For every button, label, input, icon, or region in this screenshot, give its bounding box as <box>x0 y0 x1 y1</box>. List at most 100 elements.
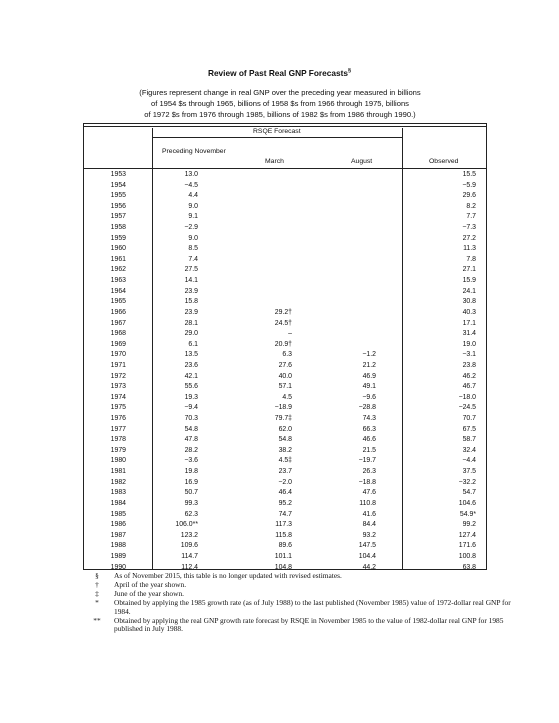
cell-observed: −4.4 <box>462 457 476 465</box>
cell-year: 1960 <box>110 245 126 253</box>
cell-observed: −5.9 <box>462 181 476 189</box>
cell-observed: 27.1 <box>462 266 476 274</box>
cell-preceding-november: −9.4 <box>184 404 198 412</box>
cell-march: 20.9† <box>274 340 292 348</box>
footnote-symbol: ** <box>93 615 101 625</box>
cell-observed: −7.3 <box>462 224 476 232</box>
footnote-text: Obtained by applying the 1985 growth rat… <box>114 597 511 616</box>
cell-observed: 40.3 <box>462 308 476 316</box>
footnote-text: As of November 2015, this table is no lo… <box>114 571 342 580</box>
cell-preceding-november: −2.9 <box>184 224 198 232</box>
cell-year: 1986 <box>110 521 126 529</box>
subtitle-line-2: of 1954 $s through 1965, billions of 195… <box>151 99 409 108</box>
cell-year: 1962 <box>110 266 126 274</box>
cell-preceding-november: 123.2 <box>180 531 198 539</box>
table-row: 1972 42.1 40.0 46.9 46.2 <box>0 373 559 384</box>
table-row: 1976 70.3 79.7‡ 74.3 70.7 <box>0 415 559 426</box>
cell-observed: −18.0 <box>458 393 476 401</box>
table-row: 1955 4.4 29.6 <box>0 192 559 203</box>
cell-year: 1984 <box>110 499 126 507</box>
cell-march: −2.0 <box>278 478 292 486</box>
cell-march: 38.2 <box>278 446 292 454</box>
table-row: 1988 109.6 89.6 147.5 171.6 <box>0 542 559 553</box>
cell-preceding-november: 8.5 <box>188 245 198 253</box>
table-row: 1980 −3.6 4.5‡ −19.7 −4.4 <box>0 457 559 468</box>
cell-preceding-november: 99.3 <box>184 499 198 507</box>
cell-year: 1988 <box>110 542 126 550</box>
cell-preceding-november: 28.1 <box>184 319 198 327</box>
cell-year: 1985 <box>110 510 126 518</box>
table-row: 1967 28.1 24.5† 17.1 <box>0 320 559 331</box>
cell-preceding-november: 13.0 <box>184 171 198 178</box>
cell-march: 54.8 <box>278 436 292 444</box>
cell-august: 46.9 <box>362 372 376 380</box>
cell-observed: 29.6 <box>462 192 476 200</box>
cell-august: 147.5 <box>358 542 376 550</box>
cell-year: 1974 <box>110 393 126 401</box>
table-row: 1956 9.0 8.2 <box>0 203 559 214</box>
footnote-symbol: * <box>95 597 99 607</box>
cell-observed: −3.1 <box>462 351 476 359</box>
cell-preceding-november: 28.2 <box>184 446 198 454</box>
cell-march: 104.8 <box>274 563 292 571</box>
cell-year: 1953 <box>110 171 126 178</box>
cell-year: 1983 <box>110 489 126 497</box>
footnote: § As of November 2015, this table is no l… <box>88 571 528 581</box>
cell-august: 44.2 <box>362 563 376 571</box>
cell-august: 49.1 <box>362 383 376 391</box>
table-row: 1981 19.8 23.7 26.3 37.5 <box>0 468 559 479</box>
cell-august: 74.3 <box>362 415 376 423</box>
table-row: 1985 62.3 74.7 41.6 54.9* <box>0 511 559 522</box>
cell-observed: 31.4 <box>462 330 476 338</box>
rsqe-column-group <box>152 128 403 570</box>
cell-august: 21.2 <box>362 361 376 369</box>
footnote-symbol: † <box>95 579 99 589</box>
cell-march: 89.6 <box>278 542 292 550</box>
footnote-text: June of the year shown. <box>114 588 184 598</box>
rsqe-header-rule <box>152 137 403 138</box>
table-row: 1959 9.0 27.2 <box>0 235 559 246</box>
header-rsqe-forecast: RSQE Forecast <box>253 128 301 135</box>
footnote: ** Obtained by applying the real GNP grow… <box>88 615 528 635</box>
cell-observed: 104.6 <box>458 499 476 507</box>
cell-march: 79.7‡ <box>274 415 292 423</box>
cell-observed: 8.2 <box>466 202 476 210</box>
cell-observed: 63.8 <box>462 563 476 571</box>
cell-observed: 11.3 <box>463 245 476 253</box>
cell-march: 4.5‡ <box>278 457 292 465</box>
footnote-symbol: § <box>95 571 99 580</box>
cell-august: −19.7 <box>358 457 376 465</box>
table-row: 1975 −9.4 −18.9 −28.8 −24.5 <box>0 404 559 415</box>
cell-march: 57.1 <box>278 383 292 391</box>
cell-year: 1980 <box>110 457 126 465</box>
cell-march: 46.4 <box>278 489 292 497</box>
cell-march: 4.5 <box>282 393 292 401</box>
cell-march: 40.0 <box>278 372 292 380</box>
cell-year: 1973 <box>110 383 126 391</box>
cell-observed: 99.2 <box>462 521 476 529</box>
cell-preceding-november: 23.9 <box>184 308 198 316</box>
cell-august: 110.8 <box>359 499 376 507</box>
cell-observed: 19.0 <box>462 340 476 348</box>
table-row: 1969 6.1 20.9† 19.0 <box>0 341 559 352</box>
cell-preceding-november: 106.0** <box>175 521 198 529</box>
cell-august: 93.2 <box>362 531 376 539</box>
cell-year: 1979 <box>110 446 126 454</box>
cell-august: −28.8 <box>358 404 376 412</box>
cell-preceding-november: 27.5 <box>184 266 198 274</box>
title-footnote-mark: § <box>347 68 352 75</box>
cell-preceding-november: 19.8 <box>184 468 198 476</box>
table-row: 1963 14.1 15.9 <box>0 277 559 288</box>
cell-year: 1955 <box>110 192 126 200</box>
cell-observed: 58.7 <box>462 436 476 444</box>
cell-preceding-november: 29.0 <box>184 330 198 338</box>
table-row: 1965 15.8 30.8 <box>0 298 559 309</box>
cell-year: 1969 <box>110 340 126 348</box>
cell-preceding-november: 109.6 <box>180 542 198 550</box>
table-row: 1970 13.5 6.3 −1.2 −3.1 <box>0 351 559 362</box>
table-row: 1986 106.0** 117.3 84.4 99.2 <box>0 521 559 532</box>
cell-year: 1989 <box>110 552 126 560</box>
cell-observed: 100.8 <box>458 552 476 560</box>
cell-observed: 46.7 <box>462 383 476 391</box>
cell-observed: 171.6 <box>458 542 476 550</box>
